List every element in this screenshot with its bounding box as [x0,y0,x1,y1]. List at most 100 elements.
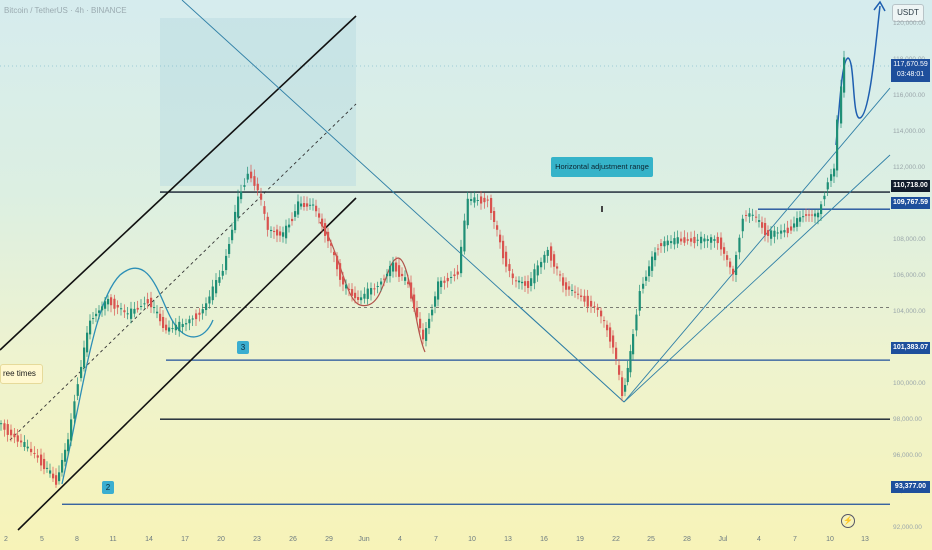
candle-body [140,306,143,307]
candle-body [113,298,116,309]
candle-body [279,231,282,236]
candle-body [86,332,89,353]
candle-body [26,446,29,449]
candle-body [428,318,431,329]
candle-body [453,274,456,277]
candle-body [266,216,269,230]
live-price-label: 117,670.59 03:48:01 [891,59,930,82]
candle-body [530,278,533,286]
candle-body [107,298,110,305]
candle-body [123,310,126,313]
price-tick: 92,000.00 [893,524,922,531]
candle-body [799,217,802,222]
candle-body [738,237,741,253]
time-tick: 10 [468,536,476,543]
candle-body [174,324,177,331]
candle-body [10,429,13,436]
candle-body [635,314,638,331]
candle-body [240,191,243,200]
price-tick: 114,000.00 [893,128,926,135]
candle-body [243,185,246,187]
v-left-line [507,295,625,403]
candle-body [195,313,198,320]
time-tick: 8 [75,536,79,543]
candle-body [413,294,416,309]
candle-body [826,182,829,190]
candle-body [83,347,86,368]
candle-body [805,214,808,216]
candle-body [389,265,392,277]
candle-body [493,211,496,222]
candle-body [366,288,369,299]
candle-body [303,203,306,207]
candle-body [502,240,505,259]
candle-body [437,281,440,300]
candle-body [300,203,303,207]
candle-body [618,365,621,375]
candle-body [820,204,823,215]
candle-body [386,273,389,277]
candle-body [373,288,376,290]
candle-body [294,211,297,217]
resistance-price-label: 110,718.00 [891,180,930,192]
badge-2[interactable]: 2 [102,481,114,494]
candle-body [6,424,9,435]
times-annotation[interactable]: ree times [0,364,43,384]
candle-body [540,261,543,268]
candle-body [654,252,657,261]
candle-body [58,472,61,482]
candle-body [64,449,67,462]
time-tick: 5 [40,536,44,543]
candle-body [808,214,811,216]
price-tick: 120,000.00 [893,20,926,27]
candle-body [741,218,744,232]
time-tick: 25 [647,536,655,543]
candle-body [351,289,354,296]
candle-body [339,263,342,280]
candle-body [840,86,843,124]
candle-body [55,475,58,485]
candle-body [376,286,379,288]
candle-body [748,213,751,217]
candle-body [758,220,761,222]
countdown-value: 03:48:01 [896,71,925,78]
wave-curve [319,221,426,353]
badge-3[interactable]: 3 [237,341,249,354]
candle-body [136,307,139,310]
candle-body [150,297,153,308]
channel-mid [9,103,357,441]
candle-body [533,269,536,284]
candle-body [126,313,129,315]
candle-body [270,229,273,232]
candle-body [673,238,676,245]
candle-body [434,296,437,307]
currency-button[interactable]: USDT [892,4,924,22]
time-tick: 11 [109,536,117,543]
candle-body [363,293,366,299]
time-tick: 19 [576,536,584,543]
candle-body [221,270,224,276]
candle-body [237,196,240,218]
range-marker [601,206,603,212]
candle-body [543,254,546,263]
candle-body [706,239,709,241]
candle-body [80,366,83,379]
candle-body [171,328,174,330]
candle-body [211,286,214,301]
candle-body [632,334,635,355]
candle-body [188,319,191,324]
range-annotation[interactable]: Horizontal adjustment range [551,157,653,177]
candle-body [559,274,562,276]
candle-body [726,255,729,260]
candle-body [153,307,156,309]
candle-body [218,277,221,283]
candle-body [720,237,723,250]
candle-body [43,458,46,470]
candle-body [306,203,309,207]
candle-body [395,262,398,272]
candle-body [783,230,786,233]
candle-body [208,296,211,304]
candle-body [723,247,726,254]
lightning-icon[interactable]: ⚡ [841,514,855,528]
